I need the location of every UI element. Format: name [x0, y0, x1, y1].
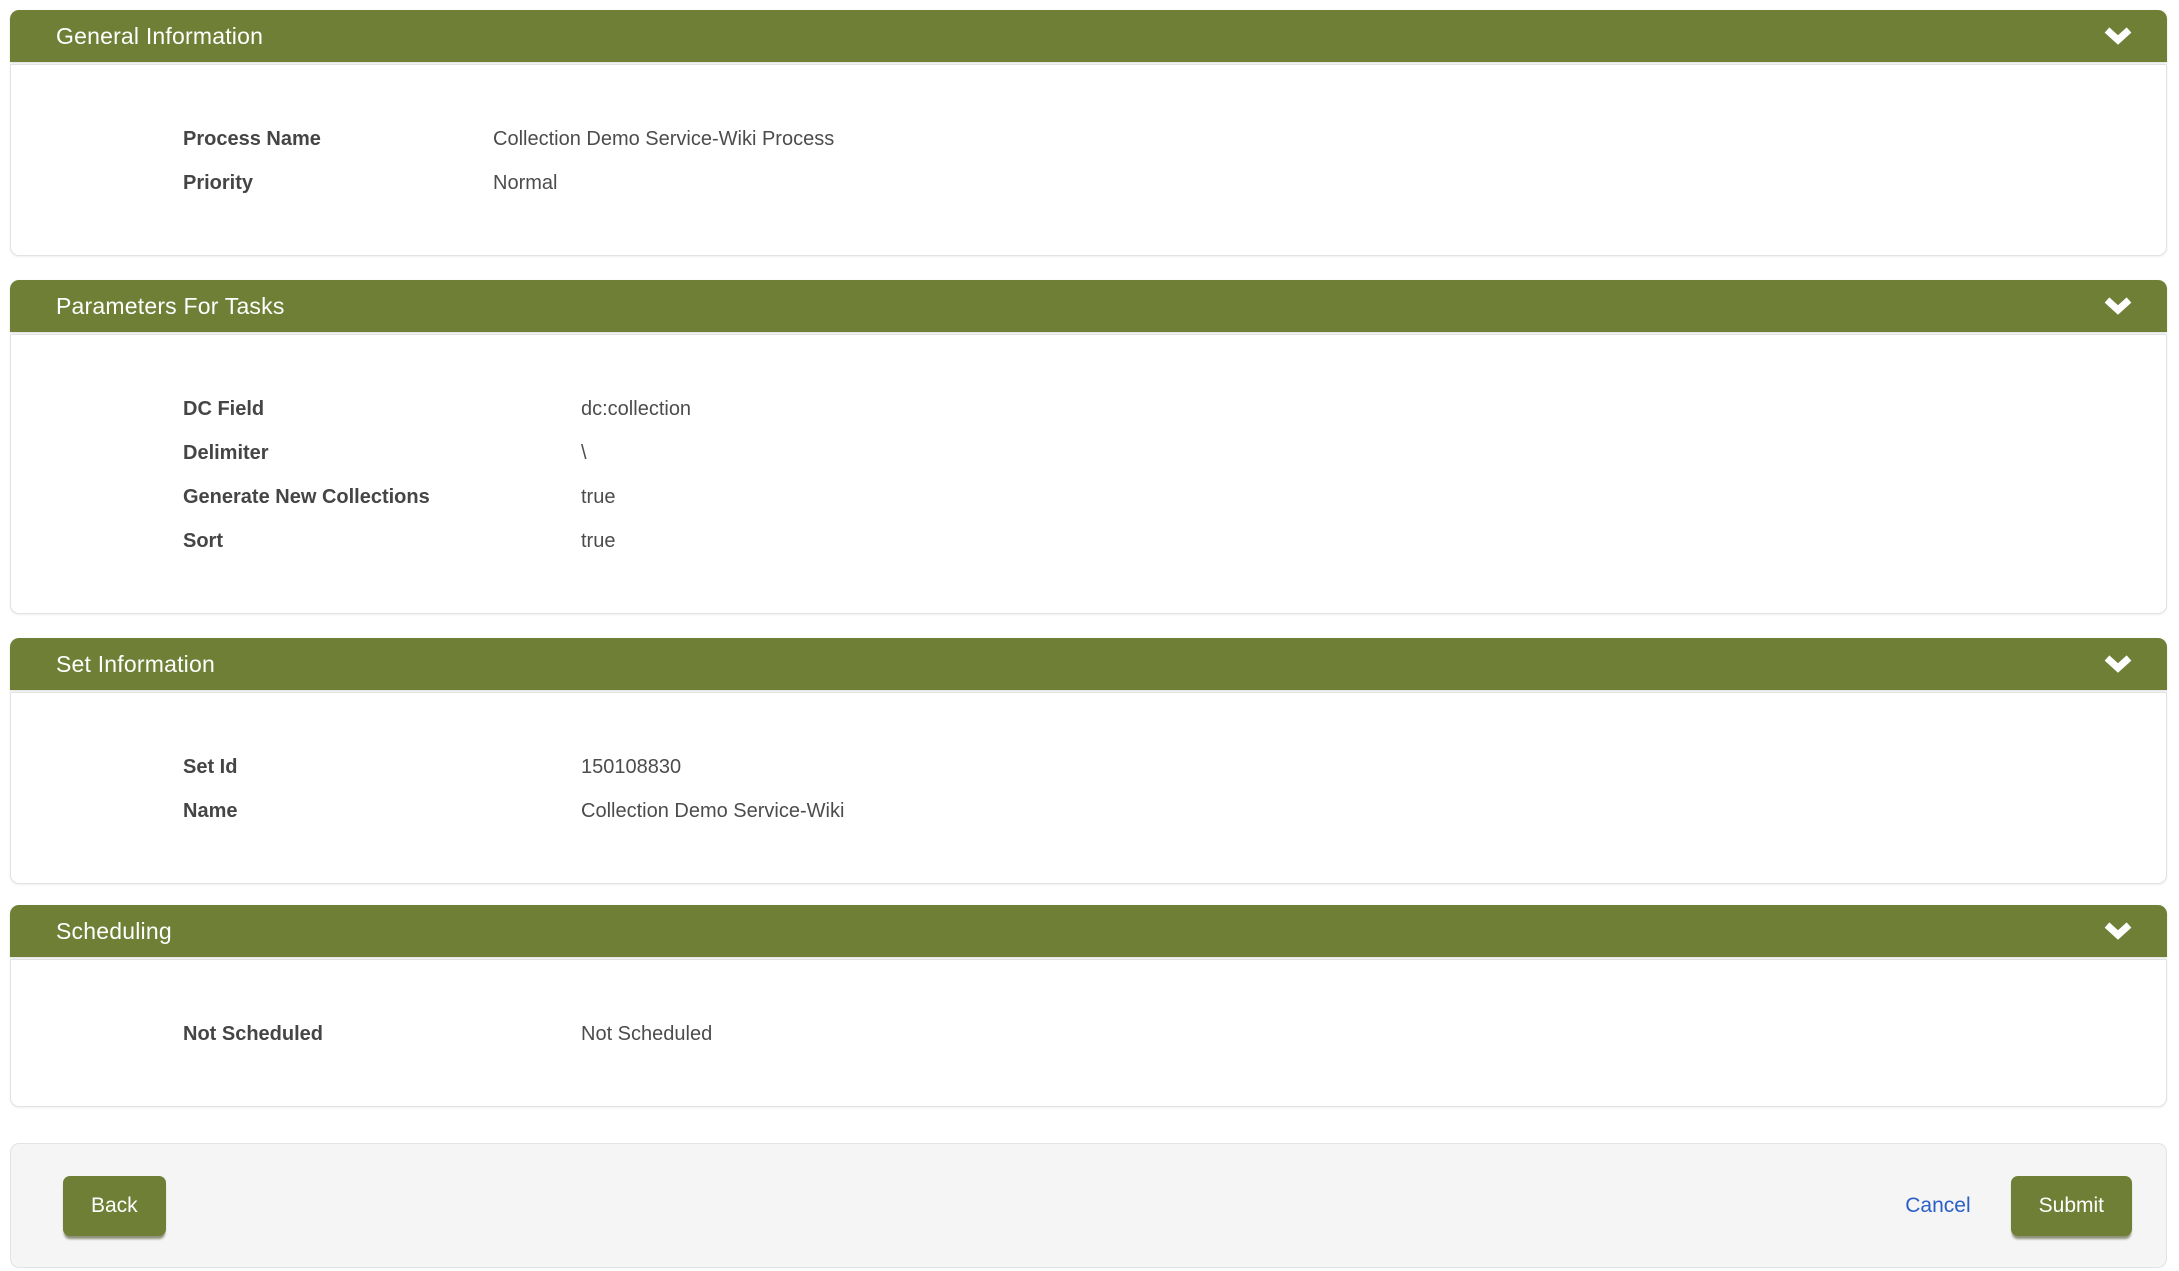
field-row: Sort true	[183, 519, 2136, 563]
field-label: Generate New Collections	[183, 486, 430, 508]
section-header-set-information[interactable]: Set Information	[10, 638, 2167, 690]
field-label: Set Id	[183, 756, 238, 778]
field-label: Delimiter	[183, 442, 269, 464]
section-scheduling: Scheduling Not Scheduled Not Scheduled	[10, 905, 2167, 1107]
back-button[interactable]: Back	[63, 1175, 166, 1236]
section-body: DC Field dc:collection Delimiter \ Gener…	[10, 334, 2167, 614]
cancel-link[interactable]: Cancel	[1905, 1193, 1971, 1217]
chevron-down-icon[interactable]	[2103, 922, 2133, 940]
section-header-scheduling[interactable]: Scheduling	[10, 905, 2167, 957]
field-row: Process Name Collection Demo Service-Wik…	[183, 117, 2136, 161]
field-row: Priority Normal	[183, 161, 2136, 205]
field-value: Normal	[493, 172, 558, 194]
field-row: Generate New Collections true	[183, 475, 2136, 519]
chevron-down-icon[interactable]	[2103, 297, 2133, 315]
field-label: Sort	[183, 530, 223, 552]
field-value: \	[581, 442, 587, 464]
field-label: DC Field	[183, 398, 265, 420]
section-body: Set Id 150108830 Name Collection Demo Se…	[10, 692, 2167, 884]
section-body: Process Name Collection Demo Service-Wik…	[10, 64, 2167, 256]
field-label: Not Scheduled	[183, 1023, 324, 1045]
field-label: Priority	[183, 172, 254, 194]
section-general-information: General Information Process Name Collect…	[10, 10, 2167, 256]
field-row: Set Id 150108830	[183, 745, 2136, 789]
chevron-down-icon[interactable]	[2103, 655, 2133, 673]
footer-actions: Back Cancel Submit	[10, 1143, 2167, 1268]
field-label: Process Name	[183, 128, 321, 150]
field-row: Name Collection Demo Service-Wiki	[183, 789, 2136, 833]
field-value: Collection Demo Service-Wiki	[581, 800, 845, 822]
section-header-parameters-for-tasks[interactable]: Parameters For Tasks	[10, 280, 2167, 332]
field-value: 150108830	[581, 756, 682, 778]
field-value: true	[581, 486, 616, 508]
section-set-information: Set Information Set Id 150108830 Name Co…	[10, 638, 2167, 884]
chevron-down-icon[interactable]	[2103, 27, 2133, 45]
field-row: Not Scheduled Not Scheduled	[183, 1012, 2136, 1056]
field-value: dc:collection	[581, 398, 692, 420]
field-row: DC Field dc:collection	[183, 387, 2136, 431]
field-label: Name	[183, 800, 238, 822]
submit-button[interactable]: Submit	[2010, 1175, 2132, 1236]
section-parameters-for-tasks: Parameters For Tasks DC Field dc:collect…	[10, 280, 2167, 614]
field-value: Not Scheduled	[581, 1023, 713, 1045]
section-title: Set Information	[56, 650, 215, 677]
section-title: Parameters For Tasks	[56, 292, 285, 319]
field-value: Collection Demo Service-Wiki Process	[493, 128, 835, 150]
section-title: General Information	[56, 22, 264, 49]
field-value: true	[581, 530, 616, 552]
section-body: Not Scheduled Not Scheduled	[10, 959, 2167, 1107]
section-title: Scheduling	[56, 917, 172, 944]
field-row: Delimiter \	[183, 431, 2136, 475]
section-header-general-information[interactable]: General Information	[10, 10, 2167, 62]
